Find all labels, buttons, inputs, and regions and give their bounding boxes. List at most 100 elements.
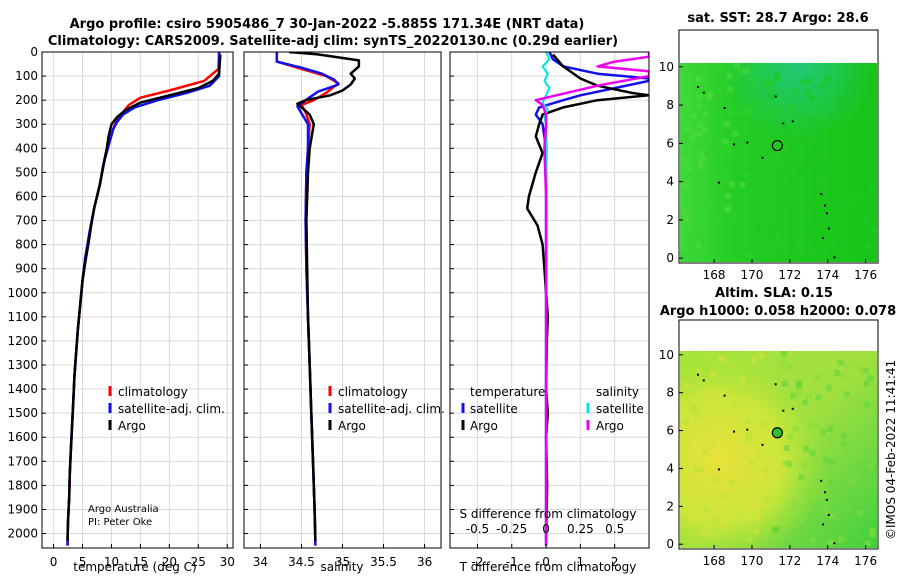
y-tick-label: 0	[30, 45, 38, 59]
texture-pixel	[843, 535, 849, 542]
island-dot	[825, 498, 828, 501]
texture-pixel	[836, 452, 843, 459]
texture-pixel	[759, 159, 766, 165]
texture-pixel	[827, 478, 834, 485]
texture-pixel	[707, 91, 714, 98]
texture-pixel	[710, 371, 716, 377]
texture-pixel	[829, 512, 836, 519]
texture-pixel	[852, 406, 859, 413]
legend-s-climatology: climatology	[338, 385, 408, 399]
texture-pixel	[845, 189, 852, 196]
texture-pixel	[804, 89, 811, 96]
texture-pixel	[853, 164, 860, 171]
texture-pixel	[728, 525, 735, 532]
texture-pixel	[774, 148, 781, 155]
texture-pixel	[693, 539, 700, 546]
s-tick-label: 0.5	[605, 522, 624, 536]
texture-pixel	[688, 424, 695, 431]
texture-pixel	[862, 367, 869, 374]
map-y-tick-label: 2	[666, 213, 674, 227]
texture-pixel	[695, 67, 702, 74]
texture-pixel	[722, 510, 729, 517]
t-difference-xlabel: T difference from climatology	[459, 560, 637, 574]
texture-pixel	[863, 380, 870, 387]
map-x-tick-label: 170	[741, 554, 764, 568]
texture-pixel	[750, 473, 757, 480]
texture-pixel	[747, 536, 754, 543]
texture-pixel	[853, 196, 859, 203]
map-x-tick-label: 172	[778, 268, 801, 282]
texture-pixel	[688, 514, 695, 521]
texture-pixel	[855, 402, 861, 408]
texture-pixel	[761, 471, 768, 478]
island-dot	[697, 373, 699, 376]
texture-pixel	[774, 143, 781, 150]
texture-pixel	[775, 237, 782, 244]
map-x-tick-label: 172	[778, 554, 801, 568]
texture-pixel	[800, 517, 807, 524]
texture-pixel	[782, 460, 789, 467]
texture-pixel	[695, 232, 701, 239]
texture-pixel	[732, 403, 739, 410]
texture-pixel	[755, 470, 762, 477]
texture-pixel	[695, 241, 702, 248]
texture-pixel	[685, 166, 692, 173]
texture-pixel	[870, 531, 877, 538]
island-dot	[717, 468, 720, 471]
difference-legend: temperature satellite Argo salinity sate…	[461, 385, 644, 433]
texture-pixel	[768, 111, 775, 118]
texture-pixel	[686, 376, 693, 383]
imos-footer: ©IMOS 04-Feb-2022 11:41:41	[884, 360, 898, 540]
texture-pixel	[743, 68, 750, 75]
texture-pixel	[696, 103, 703, 110]
sst-map-panel: sat. SST: 28.7 Argo: 28.6 168 170 172 174 17…	[659, 11, 879, 282]
y-tick-label: 500	[15, 165, 38, 179]
texture-pixel	[697, 163, 704, 170]
texture-pixel	[806, 157, 813, 164]
texture-pixel	[834, 370, 840, 376]
s-tick-label: 0.25	[567, 522, 594, 536]
island-dot	[782, 122, 785, 125]
island-dot	[746, 428, 749, 431]
legend-t-satellite: satellite	[470, 402, 518, 416]
texture-pixel	[786, 433, 793, 440]
texture-pixel	[700, 530, 707, 537]
texture-pixel	[824, 386, 831, 393]
texture-pixel	[855, 535, 862, 542]
texture-pixel	[805, 393, 812, 400]
texture-pixel	[868, 149, 875, 155]
texture-pixel	[851, 114, 858, 120]
texture-pixel	[713, 386, 720, 393]
texture-pixel	[764, 135, 770, 142]
texture-pixel	[732, 131, 739, 138]
texture-pixel	[707, 135, 713, 142]
s-difference-tick-labels: -0.5 -0.25 0 0.25 0.5	[466, 522, 624, 536]
s-difference-label: S difference from climatology	[460, 507, 637, 521]
texture-pixel	[726, 72, 733, 79]
map-y-tick-label: 0	[666, 251, 674, 265]
texture-pixel	[788, 239, 795, 246]
texture-pixel	[858, 498, 865, 505]
texture-pixel	[862, 458, 869, 465]
island-dot	[723, 107, 726, 109]
y-tick-label: 2000	[7, 527, 38, 541]
texture-pixel	[815, 394, 822, 401]
texture-pixel	[765, 389, 772, 395]
texture-pixel	[824, 75, 831, 82]
island-dot	[782, 409, 785, 412]
sla-argo-marker	[771, 427, 783, 439]
legend-s-argo-diff: Argo	[596, 419, 624, 433]
texture-pixel	[848, 153, 855, 160]
difference-lines	[525, 52, 649, 546]
island-dot	[746, 141, 749, 144]
texture-pixel	[804, 518, 811, 525]
texture-pixel	[809, 450, 816, 457]
temperature-panel: 0100200300400500600700800900100011001200…	[7, 45, 234, 574]
texture-pixel	[837, 359, 844, 366]
texture-pixel	[780, 123, 787, 130]
texture-pixel	[708, 531, 714, 538]
temperature-legend: climatology satellite-adj. clim. Argo	[108, 385, 225, 433]
texture-pixel	[680, 182, 687, 189]
texture-pixel	[758, 123, 765, 130]
texture-pixel	[695, 369, 702, 375]
